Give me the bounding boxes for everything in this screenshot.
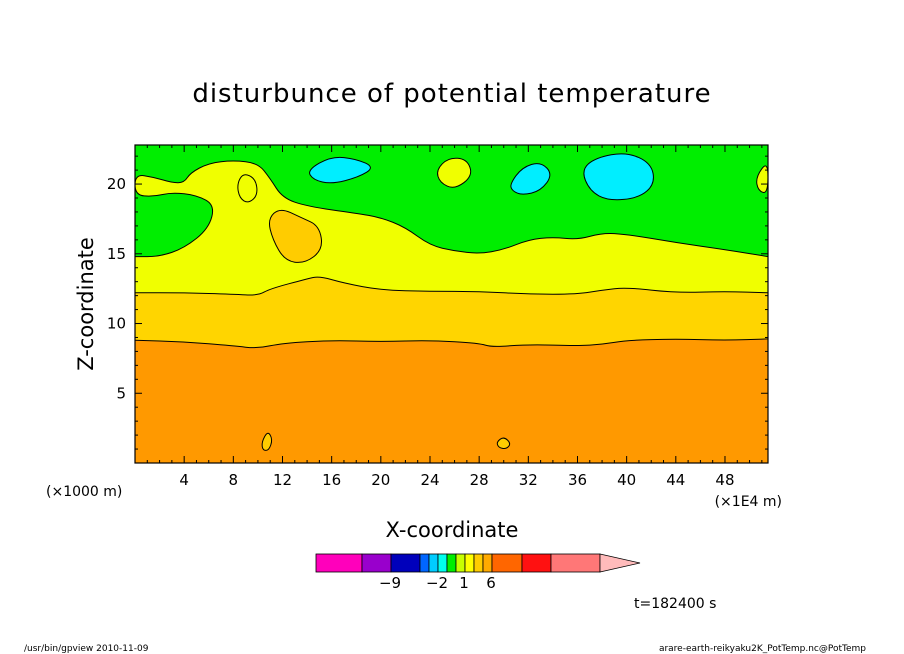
y-tick-label: 5 <box>116 384 126 402</box>
x-tick-label: 32 <box>519 471 538 489</box>
x-tick-label: 48 <box>715 471 734 489</box>
colorbar-cell <box>315 553 363 573</box>
x-unit-right: (×1E4 m) <box>715 494 782 510</box>
x-tick-label: 24 <box>420 471 439 489</box>
x-axis-ticks: 4 8 12 16 20 24 28 32 36 40 44 48 <box>146 145 763 489</box>
contour-region-yellow <box>437 157 472 188</box>
colorbar-label: −2 <box>426 574 448 592</box>
colorbar-cell <box>521 553 552 573</box>
y-axis-title: Z-coordinate <box>74 237 98 371</box>
chart-title: disturbunce of potential temperature <box>192 79 711 109</box>
contour-region-light_orange <box>496 437 511 450</box>
x-tick-label: 16 <box>322 471 341 489</box>
x-axis-title: X-coordinate <box>386 518 519 542</box>
contour-region-yellow <box>237 174 258 203</box>
contour-gold_top <box>135 276 768 296</box>
colorbar-arrow <box>599 553 641 573</box>
x-tick-label: 44 <box>666 471 685 489</box>
colorbar-cell <box>446 553 457 573</box>
x-tick-label: 36 <box>568 471 587 489</box>
colorbar-cell <box>491 553 523 573</box>
colorbar-cell <box>390 553 421 573</box>
region-orange <box>135 338 768 463</box>
x-tick-label: 12 <box>273 471 292 489</box>
contour-region-yellow <box>756 165 768 193</box>
contour-yellow_top <box>135 160 768 258</box>
x-unit-left: (×1000 m) <box>46 484 122 500</box>
time-label: t=182400 s <box>634 596 716 612</box>
plot-frame <box>134 144 769 464</box>
colorbar-cell <box>428 553 439 573</box>
y-tick-label: 10 <box>107 315 126 333</box>
contour-plot <box>134 144 769 464</box>
contour-region-light_orange <box>268 209 322 263</box>
contour-region-cyan <box>510 163 551 195</box>
colorbar-cell <box>550 553 601 573</box>
footer-right: arare-earth-reikyaku2K_PotTemp.nc@PotTem… <box>659 644 866 654</box>
contour-region-light_orange <box>261 432 273 451</box>
colorbar-cell <box>437 553 448 573</box>
colorbar-cell <box>361 553 392 573</box>
x-tick-label: 40 <box>617 471 636 489</box>
colorbar-label: 1 <box>459 574 469 592</box>
contour-region-cyan <box>583 153 654 201</box>
x-tick-label: 8 <box>229 471 239 489</box>
x-tick-label: 20 <box>371 471 390 489</box>
colorbar-cell <box>473 553 484 573</box>
x-tick-label: 28 <box>470 471 489 489</box>
colorbar-cell <box>482 553 493 573</box>
colorbar: −9 −2 1 6 <box>315 553 641 592</box>
footer-left: /usr/bin/gpview 2010-11-09 <box>24 644 149 654</box>
contour-region-cyan <box>309 156 371 184</box>
y-tick-label: 15 <box>107 245 126 263</box>
colorbar-cell <box>455 553 466 573</box>
colorbar-cell <box>419 553 430 573</box>
y-axis-ticks: 5 10 15 20 <box>107 155 768 450</box>
colorbar-label: 6 <box>486 574 496 592</box>
contour-orange_top <box>135 338 768 349</box>
x-tick-label: 4 <box>179 471 189 489</box>
colorbar-label: −9 <box>379 574 401 592</box>
colorbar-cell <box>464 553 475 573</box>
y-tick-label: 20 <box>107 175 126 193</box>
